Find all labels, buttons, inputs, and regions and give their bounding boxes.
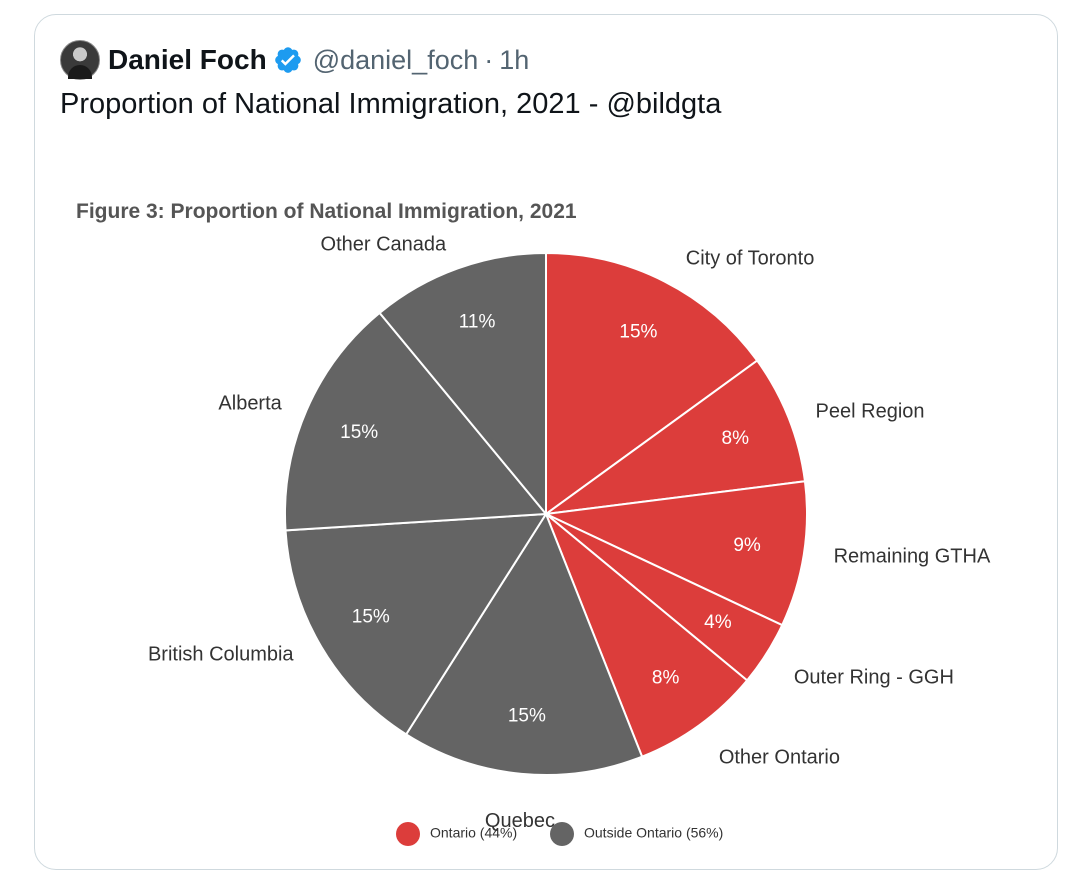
- pie-value-labels: 15% 8% 9% 4% 8% 15% 15% 15% 11%: [340, 311, 761, 726]
- tweet-time[interactable]: 1h: [499, 44, 530, 75]
- chart-legend: Ontario (44%) Outside Ontario (56%): [396, 822, 723, 846]
- header-separator: ·: [484, 44, 494, 75]
- category-label-other-ontario: Other Ontario: [719, 746, 840, 768]
- pie-slice-alberta[interactable]: [284, 311, 549, 532]
- pie-slice-remaining-gtha[interactable]: [542, 480, 808, 627]
- category-label-outer-ring-ggh: Outer Ring - GGH: [794, 667, 954, 689]
- category-label-other-canada: Other Canada: [321, 234, 448, 256]
- pie-slice-peel-region[interactable]: [545, 359, 807, 515]
- value-label-other-ontario: 8%: [652, 668, 680, 689]
- category-label-city-of-toronto: City of Toronto: [686, 247, 815, 269]
- pie-slices: [284, 251, 808, 776]
- legend-swatch-outside: [550, 822, 574, 846]
- value-label-peel-region: 8%: [722, 428, 750, 449]
- category-label-alberta: Alberta: [218, 392, 282, 414]
- pie-slice-quebec[interactable]: [404, 511, 644, 776]
- author-handle[interactable]: @daniel_foch: [312, 44, 479, 75]
- value-label-alberta: 15%: [340, 422, 378, 443]
- author-name[interactable]: Daniel Foch: [108, 44, 267, 75]
- avatar[interactable]: [60, 40, 100, 80]
- tweet-header: Daniel Foch @daniel_foch · 1h: [108, 40, 529, 80]
- category-label-peel-region: Peel Region: [816, 400, 925, 422]
- value-label-quebec: 15%: [508, 706, 546, 727]
- pie-slice-city-of-toronto[interactable]: [545, 251, 759, 516]
- legend-label-ontario: Ontario (44%): [430, 825, 517, 841]
- pie-slice-other-canada[interactable]: [378, 251, 547, 517]
- value-label-british-columbia: 15%: [352, 607, 390, 628]
- category-label-british-columbia: British Columbia: [148, 643, 294, 665]
- pie-slice-british-columbia[interactable]: [284, 512, 548, 736]
- value-label-city-of-toronto: 15%: [619, 322, 657, 343]
- tweet-text: Proportion of National Immigration, 2021…: [60, 88, 722, 120]
- value-label-other-canada: 11%: [459, 311, 496, 332]
- legend-swatch-ontario: [396, 822, 420, 846]
- category-label-remaining-gtha: Remaining GTHA: [834, 546, 991, 568]
- value-label-outer-ring-ggh: 4%: [704, 612, 732, 633]
- pie-chart-figure[interactable]: Figure 3: Proportion of National Immigra…: [60, 180, 1020, 860]
- chart-title: Figure 3: Proportion of National Immigra…: [76, 200, 577, 223]
- legend-label-outside: Outside Ontario (56%): [584, 825, 723, 841]
- value-label-remaining-gtha: 9%: [733, 535, 761, 556]
- pie-slice-other-ontario[interactable]: [545, 513, 749, 758]
- pie-category-labels: City of Toronto Peel Region Remaining GTHA…: [148, 234, 991, 832]
- category-label-quebec: Quebec: [485, 810, 555, 832]
- verified-badge-icon: [274, 47, 301, 73]
